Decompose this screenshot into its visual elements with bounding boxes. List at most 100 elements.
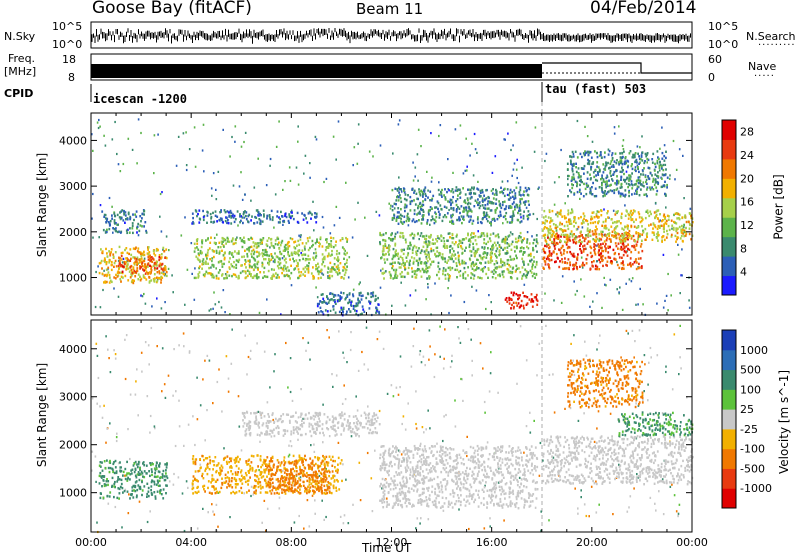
echo-cell: [231, 329, 233, 331]
echo-cell: [98, 119, 100, 121]
region-3-cell: [336, 253, 338, 255]
region-11-cell: [613, 166, 615, 168]
region-3-cell: [342, 237, 344, 239]
region-11-cell: [616, 159, 618, 161]
region-2-cell: [141, 217, 143, 219]
echo-cell: [109, 197, 111, 199]
region-6-cell: [412, 252, 414, 254]
region-3-cell: [213, 264, 215, 266]
region-0-cell: [157, 249, 159, 251]
region-11-cell: [649, 178, 651, 180]
region-3-cell: [291, 254, 293, 256]
region-3-cell: [216, 277, 218, 279]
region-11-cell: [645, 153, 647, 155]
region-0-cell: [115, 274, 117, 276]
region-10-cell: [568, 212, 570, 214]
region-7-cell: [509, 198, 511, 200]
region-2-cell: [132, 232, 134, 234]
echo-cell: [103, 270, 105, 272]
region-10-cell: [663, 231, 665, 233]
region-1-cell: [164, 257, 166, 259]
region-6-cell: [392, 238, 394, 240]
echo-cell: [434, 282, 436, 284]
region-6-cell: [490, 256, 492, 258]
region-11-cell: [635, 170, 637, 172]
region-6-cell: [381, 272, 383, 274]
region-11-cell: [567, 169, 569, 171]
region-6-cell: [510, 258, 512, 260]
region-7-cell: [442, 220, 444, 222]
region-7-cell: [505, 208, 507, 210]
region-6-cell: [401, 249, 403, 251]
region-0-cell: [109, 274, 111, 276]
region-6-cell: [479, 254, 481, 256]
region-7-cell: [480, 190, 482, 192]
region-7-cell: [447, 200, 449, 202]
region-8-cell: [517, 294, 519, 296]
region-8-cell: [509, 302, 511, 304]
region-7-cell: [430, 219, 432, 221]
echo-cell: [323, 226, 325, 228]
region-11-cell: [581, 156, 583, 158]
region-10-cell: [652, 231, 654, 233]
echo-cell: [637, 145, 639, 147]
region-3-cell: [308, 271, 310, 273]
region-1-cell: [158, 259, 160, 261]
region-10-cell: [616, 225, 618, 227]
region-7-cell: [514, 192, 516, 194]
region-10-cell: [657, 228, 659, 230]
region-3-cell: [315, 252, 317, 254]
echo-cell: [376, 211, 378, 213]
region-7-cell: [494, 220, 496, 222]
region-9-cell: [544, 260, 546, 262]
region-9-cell: [623, 264, 625, 266]
region-10-cell: [620, 240, 622, 242]
region-5-cell: [330, 298, 332, 300]
region-10-cell: [655, 226, 657, 228]
region-10-cell: [638, 213, 640, 215]
region-10-cell: [619, 237, 621, 239]
region-11-cell: [602, 195, 604, 197]
region-10-cell: [571, 230, 573, 232]
region-9-cell: [616, 245, 618, 247]
region-6-cell: [416, 254, 418, 256]
region-1-cell: [137, 270, 139, 272]
region-11-cell: [606, 180, 608, 182]
region-4-cell: [258, 218, 260, 220]
region-10-cell: [565, 217, 567, 219]
region-5-cell: [369, 302, 371, 304]
region-9-cell: [638, 258, 640, 260]
region-10-cell: [547, 229, 549, 231]
region-9-cell: [547, 255, 549, 257]
region-3-cell: [324, 265, 326, 267]
region-6-cell: [485, 262, 487, 264]
region-11-cell: [666, 184, 668, 186]
region-10-cell: [578, 217, 580, 219]
region-3-cell: [278, 276, 280, 278]
region-5-cell: [333, 308, 335, 310]
echo-cell: [156, 297, 158, 299]
region-6-cell: [472, 273, 474, 275]
region-1-cell: [165, 266, 167, 268]
echo-cell: [257, 158, 259, 160]
region-6-cell: [402, 232, 404, 234]
echo-cell: [631, 280, 633, 282]
region-8-cell: [515, 302, 517, 304]
echo-cell: [401, 423, 403, 425]
region-10-cell: [571, 223, 573, 225]
echo-cell: [215, 267, 217, 269]
region-7-cell: [421, 218, 423, 220]
region-6-cell: [441, 235, 443, 237]
region-10-cell: [584, 237, 586, 239]
region-9-cell: [627, 264, 629, 266]
region-8-cell: [535, 296, 537, 298]
region-3-cell: [289, 277, 291, 279]
region-2-cell: [144, 221, 146, 223]
region-3-cell: [326, 247, 328, 249]
region-2-cell: [136, 210, 138, 212]
region-7-cell: [522, 194, 524, 196]
region-7-cell: [490, 223, 492, 225]
region-10-cell: [561, 223, 563, 225]
region-10-cell: [624, 240, 626, 242]
region-9-cell: [620, 246, 622, 248]
